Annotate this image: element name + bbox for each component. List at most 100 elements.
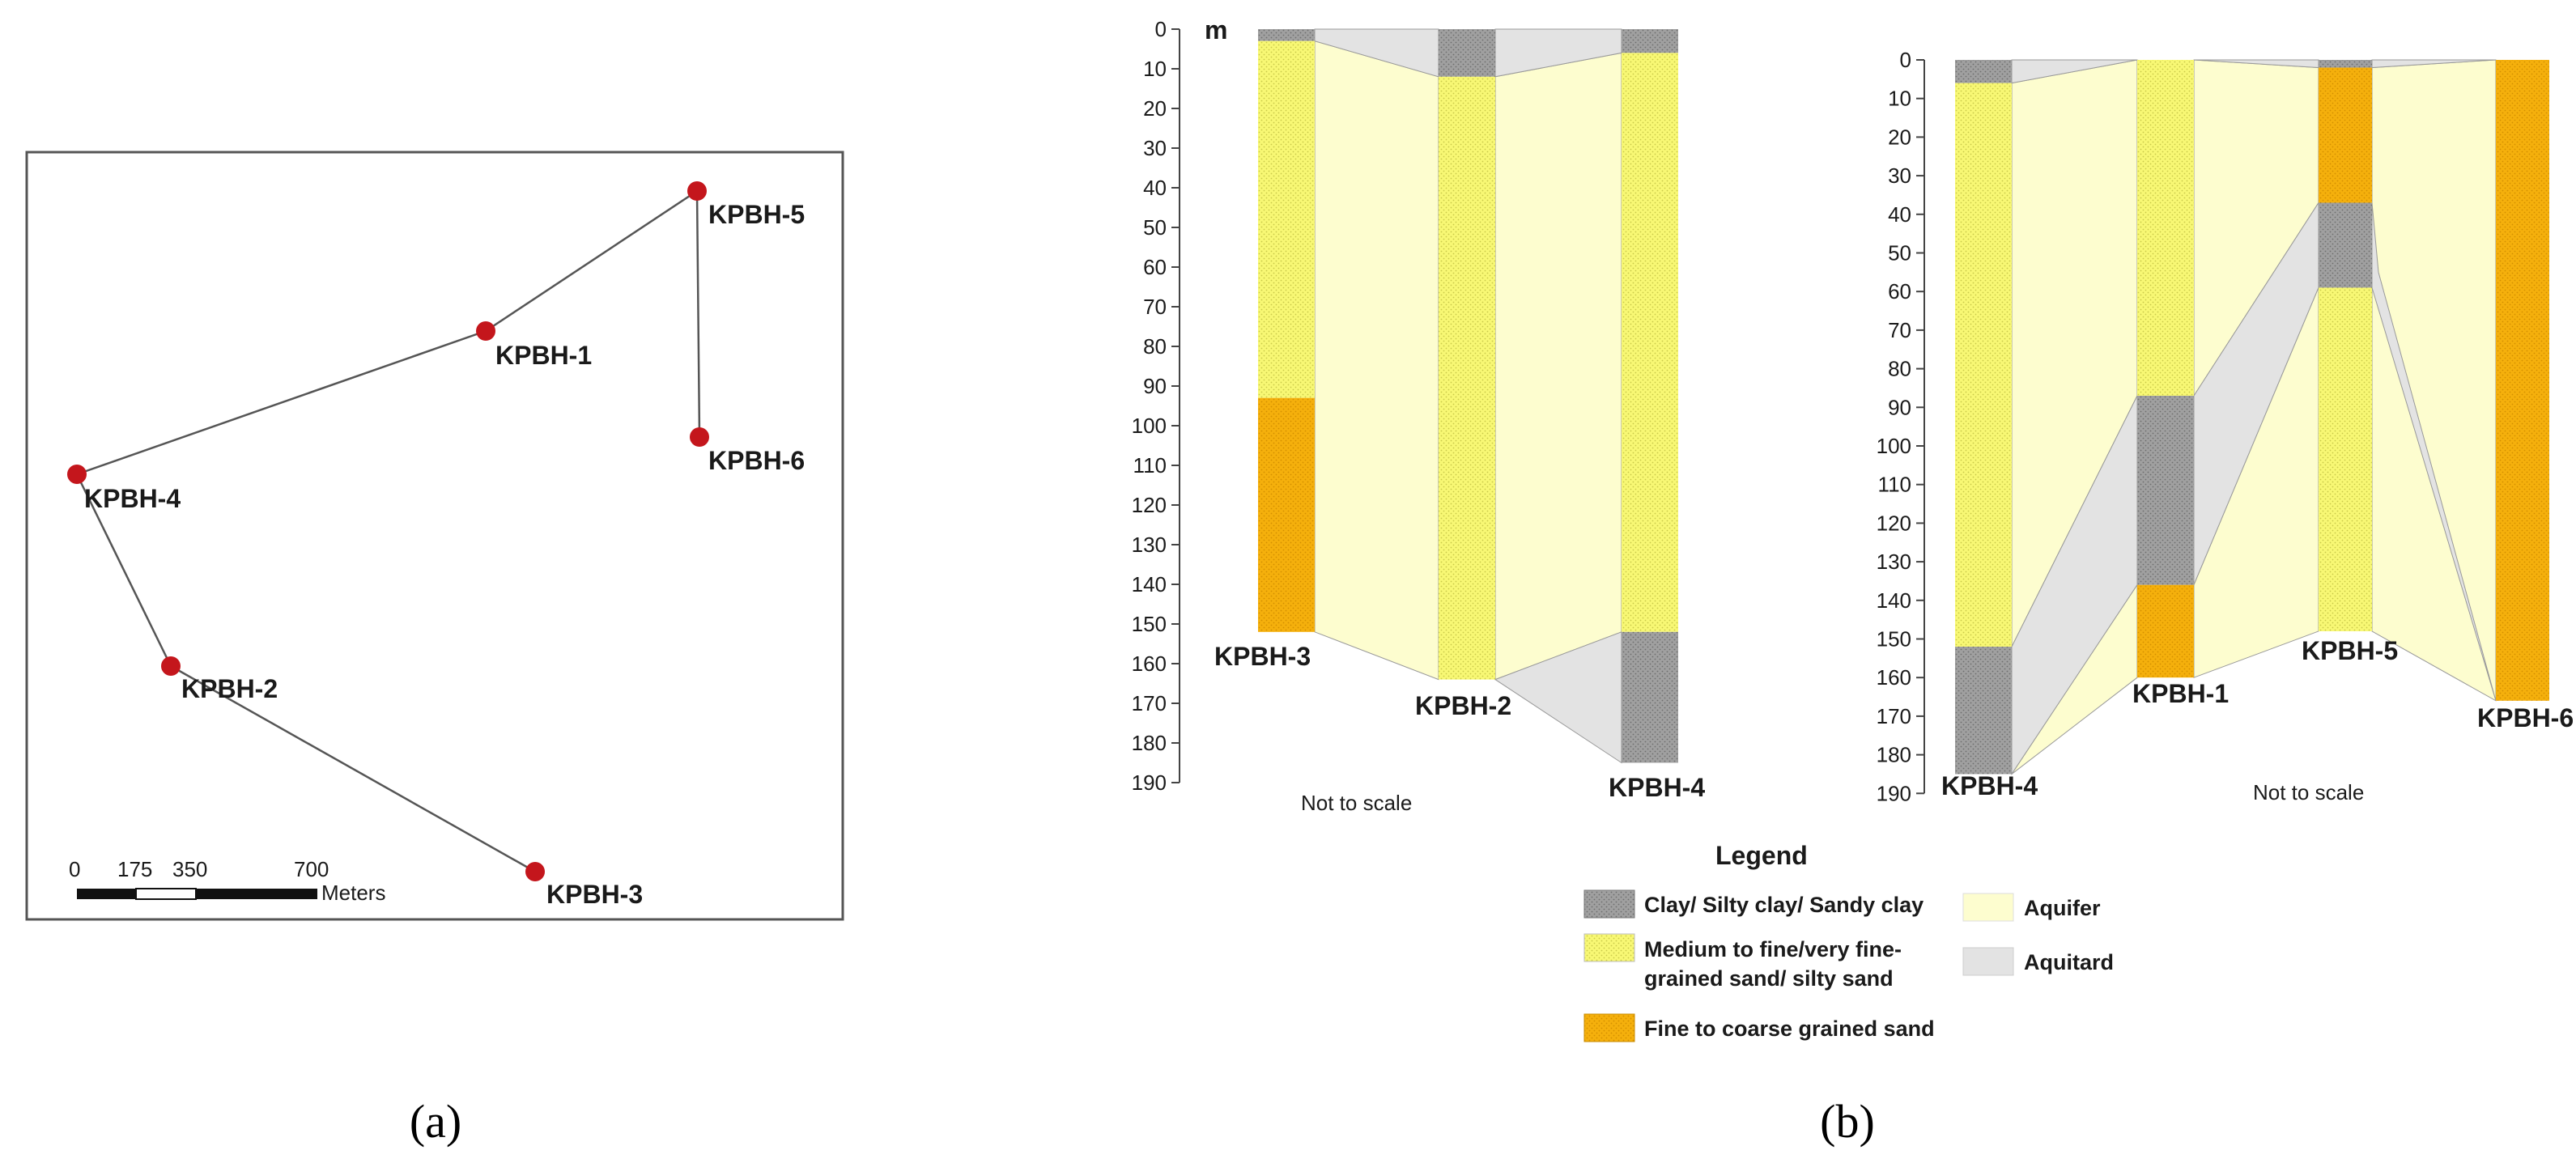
panel-a-caption: (a): [410, 1095, 461, 1148]
section-1-layer-kpbh-3-fine-sand: [1258, 40, 1315, 398]
map-label-kpbh2: KPBH-2: [181, 674, 278, 703]
legend-label-coarse-sand: Fine to coarse grained sand: [1644, 1017, 1935, 1041]
legend-label-aquitard: Aquitard: [2024, 950, 2114, 974]
section-1-layer-kpbh-4-clay: [1622, 631, 1678, 763]
section-1-tick-label: 90: [1143, 374, 1167, 398]
map-frame: [25, 151, 844, 921]
section-2-tick-label: 0: [1900, 48, 1911, 72]
section-1-tick-label: 110: [1133, 453, 1167, 478]
section-2-tick-label: 60: [1888, 279, 1911, 303]
line-kpbh2-kpbh3: [170, 664, 536, 873]
map-label-kpbh6: KPBH-6: [708, 446, 805, 475]
section-2-depth-axis: 0 10 20 30 40 50 60 70 80 90 100 110 120 130 140 150 160…: [1877, 48, 1925, 805]
section-1-tick-label: 20: [1143, 96, 1167, 121]
section-2-tick-label: 150: [1877, 627, 1911, 652]
section-2-layer-kpbh-4-fine-sand: [1955, 83, 2012, 647]
section-2-layer-kpbh-5-fine-sand: [2319, 287, 2372, 631]
section-1: 0 10 20 30 40 50 60 70 80 90 100 110 120 130 140 150 160…: [1132, 15, 1706, 815]
survey-lines: [75, 189, 701, 873]
section-1-tick-label: 30: [1143, 136, 1167, 160]
section-1-label-kpbh4: KPBH-4: [1609, 773, 1705, 802]
section-2-tick-label: 10: [1888, 87, 1911, 111]
section-1-tick-label: 120: [1132, 493, 1167, 517]
section-1-layer-kpbh-2-fine-sand: [1439, 76, 1495, 680]
section-1-tick-label: 100: [1132, 414, 1167, 438]
section-1-tick-label: 40: [1143, 176, 1167, 200]
borehole-dot-kpbh2: [161, 656, 181, 676]
section-2-layer-kpbh-1-coarse-sand: [2137, 584, 2194, 678]
section-2-tick-label: 130: [1877, 550, 1911, 574]
section-2-label-kpbh6: KPBH-6: [2477, 703, 2574, 732]
section-2-layer-kpbh-1-fine-sand: [2137, 60, 2194, 396]
panel-b-caption: (b): [1820, 1095, 1875, 1148]
section-1-tick-label: 80: [1143, 334, 1167, 359]
section-1-layer-kpbh-2-clay: [1439, 29, 1495, 77]
section-2-tick-label: 180: [1877, 743, 1911, 767]
borehole-labels: KPBH-5 KPBH-1 KPBH-6 KPBH-4 KPBH-2 KPBH-…: [84, 200, 805, 909]
legend-label-fine-sand-line-2: grained sand/ silty sand: [1644, 966, 1894, 991]
section-2-tick-label: 160: [1877, 665, 1911, 690]
borehole-dot-kpbh6: [690, 427, 709, 447]
section-2-layer-kpbh-1-clay: [2137, 395, 2194, 585]
section-2-layer-kpbh-4-clay: [1955, 60, 2012, 83]
section-2-tick-label: 80: [1888, 357, 1911, 381]
borehole-points: [67, 181, 709, 881]
section-2-tick-label: 110: [1878, 473, 1911, 497]
scale-seg-3: [196, 889, 317, 899]
section-2-layer-kpbh-5-clay: [2319, 60, 2372, 68]
section-1-tick-label: 0: [1155, 17, 1167, 41]
section-1-tick-label: 180: [1132, 731, 1167, 755]
borehole-dot-kpbh5: [687, 181, 707, 201]
section-1-layer-kpbh-3-clay: [1258, 29, 1315, 41]
section-1-tick-label: 10: [1143, 57, 1167, 81]
section-1-tick-label: 170: [1132, 691, 1167, 715]
section-2-borehole-columns: [1955, 60, 2549, 775]
borehole-dot-kpbh1: [476, 321, 495, 341]
legend-swatch-aquitard: [1962, 947, 2014, 976]
legend-swatch-coarse-sand: [1583, 1013, 1635, 1042]
section-1-tick-label: 160: [1132, 652, 1167, 676]
scale-seg-2: [135, 888, 197, 900]
map-label-kpbh1: KPBH-1: [495, 341, 592, 370]
scale-tick-175: 175: [117, 857, 152, 881]
section-1-label-kpbh2: KPBH-2: [1415, 691, 1511, 720]
section-1-layer-kpbh-3-coarse-sand: [1258, 397, 1315, 632]
legend-swatch-fine-sand: [1583, 933, 1635, 962]
legend-swatch-clay: [1583, 889, 1635, 919]
legend-swatch-aquifer: [1962, 893, 2014, 922]
section-2-label-kpbh4: KPBH-4: [1941, 771, 2038, 800]
section-1-tick-label: 140: [1132, 572, 1167, 596]
scale-seg-1: [77, 889, 136, 899]
section-2-note: Not to scale: [2253, 780, 2364, 804]
section-2-layer-kpbh-4-clay: [1955, 647, 2012, 775]
section-2-tick-label: 100: [1877, 434, 1911, 458]
legend-label-aquifer: Aquifer: [2024, 896, 2101, 920]
section-1-tick-label: 150: [1132, 612, 1167, 636]
line-kpbh5-kpbh1: [485, 189, 698, 333]
section-1-aquifer-fill: [1314, 40, 1439, 681]
line-kpbh5-kpbh6: [695, 190, 701, 438]
section-2-tick-label: 190: [1877, 781, 1911, 805]
scale-bar: 0 175 350 700 Meters: [69, 857, 385, 905]
scale-tick-700: 700: [294, 857, 329, 881]
borehole-dot-kpbh4: [67, 465, 87, 484]
section-2-tick-label: 40: [1888, 202, 1911, 227]
section-1-tick-label: 130: [1132, 533, 1167, 557]
map-label-kpbh3: KPBH-3: [546, 880, 643, 909]
section-1-correlation-fills: [1314, 28, 1622, 764]
section-2-tick-label: 170: [1877, 704, 1911, 728]
map-label-kpbh4: KPBH-4: [84, 484, 181, 513]
section-2-layer-kpbh-5-clay: [2319, 202, 2372, 288]
section-2-tick-label: 90: [1888, 395, 1911, 419]
map-label-kpbh5: KPBH-5: [708, 200, 805, 229]
legend-label-fine-sand: Medium to fine/very fine- grained sand/ …: [1644, 937, 1908, 991]
section-1-borehole-columns: [1258, 29, 1678, 763]
legend: Legend Clay/ Silty clay/ Sandy clay Medi…: [1583, 841, 2114, 1042]
section-2-tick-label: 120: [1877, 511, 1911, 535]
section-2-layer-kpbh-6-coarse-sand: [2496, 60, 2549, 701]
section-1-note: Not to scale: [1301, 791, 1412, 815]
section-2-label-kpbh1: KPBH-1: [2132, 679, 2229, 708]
line-kpbh4-kpbh2: [75, 473, 172, 667]
section-2-correlation-fills: [2011, 59, 2497, 776]
